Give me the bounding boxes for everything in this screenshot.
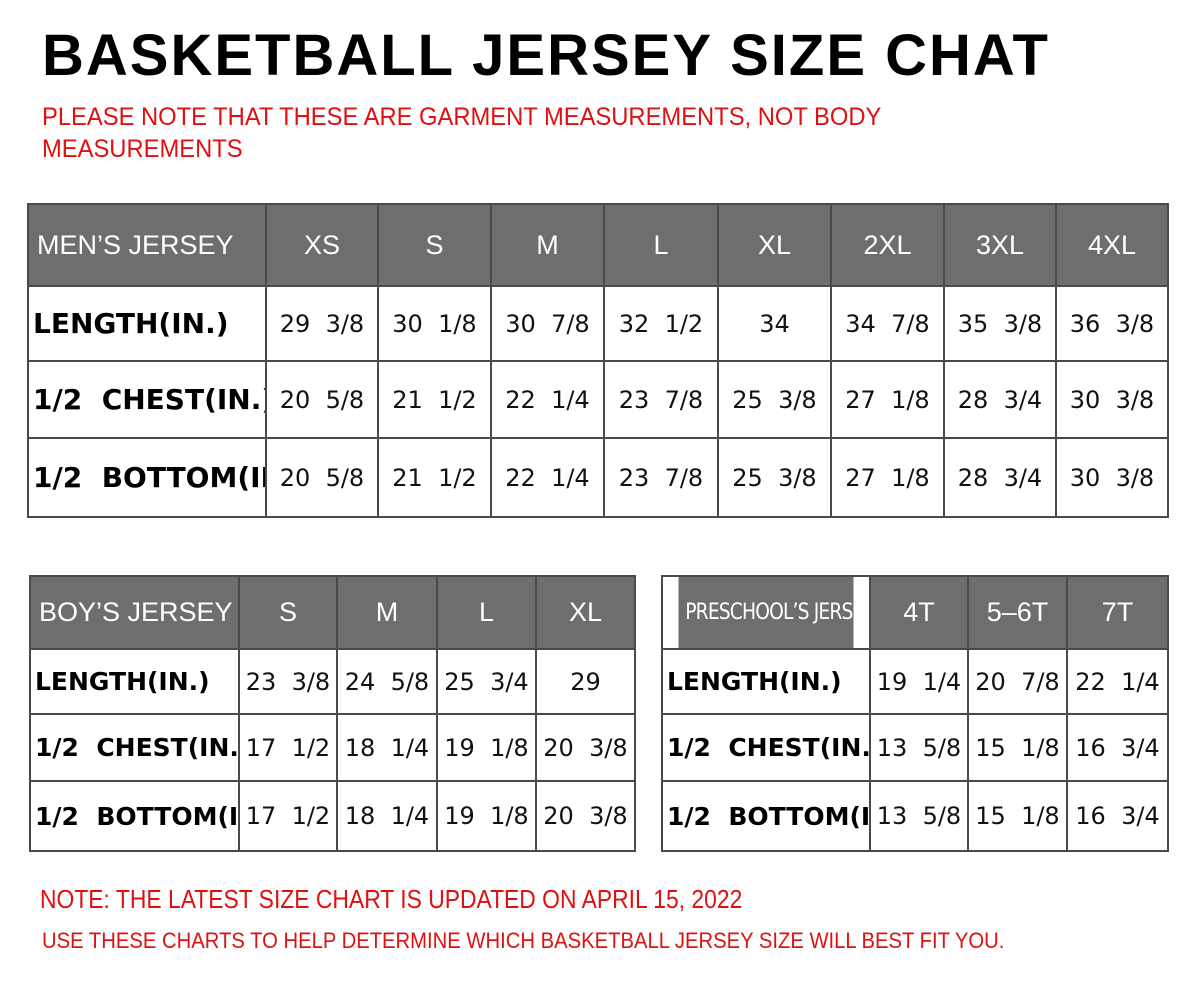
page-title: BASKETBALL JERSEY SIZE CHAT bbox=[42, 23, 1050, 88]
measurement-value: 24 5/8 bbox=[336, 648, 438, 715]
table-row: LENGTH(IN.) 29 3/8 30 1/8 30 7/8 32 1/2 34 34 … bbox=[27, 285, 1169, 362]
measurement-value: 27 1/8 bbox=[830, 360, 945, 439]
measurement-value: 18 1/4 bbox=[336, 713, 438, 782]
measurement-label: LENGTH(IN.) bbox=[27, 285, 267, 362]
measurement-value: 21 1/2 bbox=[377, 360, 492, 439]
measurement-label: 1/2 CHEST(IN.) bbox=[661, 713, 871, 782]
table-row: 1/2 CHEST(IN.) 17 1/2 18 1/4 19 1/8 20 3/8 bbox=[29, 713, 636, 782]
garment-note-line-1: PLEASE NOTE THAT THESE ARE GARMENT MEASU… bbox=[42, 103, 882, 131]
size-header: XS bbox=[265, 203, 379, 287]
size-header: 2XL bbox=[830, 203, 945, 287]
measurement-value: 32 1/2 bbox=[603, 285, 719, 362]
measurement-value: 25 3/8 bbox=[717, 437, 832, 518]
size-header: L bbox=[436, 575, 537, 650]
fit-note: USE THESE CHARTS TO HELP DETERMINE WHICH… bbox=[42, 928, 1005, 953]
measurement-value: 13 5/8 bbox=[869, 713, 969, 782]
table-title: PRESCHOOL’S JERSEY bbox=[676, 575, 856, 650]
measurement-value: 15 1/8 bbox=[967, 780, 1068, 852]
measurement-value: 25 3/8 bbox=[717, 360, 832, 439]
measurement-label: 1/2 BOTTOM(IN.) bbox=[27, 437, 267, 518]
measurement-value: 20 5/8 bbox=[265, 360, 379, 439]
size-header: 4T bbox=[869, 575, 969, 650]
measurement-value: 29 3/8 bbox=[265, 285, 379, 362]
size-header: L bbox=[603, 203, 719, 287]
measurement-value: 20 7/8 bbox=[967, 648, 1068, 715]
measurement-value: 16 3/4 bbox=[1066, 780, 1169, 852]
measurement-value: 30 3/8 bbox=[1055, 360, 1169, 439]
measurement-value: 22 1/4 bbox=[490, 360, 605, 439]
measurement-label: 1/2 BOTTOM(IN.) bbox=[29, 780, 240, 852]
update-note: NOTE: THE LATEST SIZE CHART IS UPDATED O… bbox=[40, 884, 743, 914]
table-row: 1/2 BOTTOM(IN.)13 5/815 1/816 3/4 bbox=[661, 780, 1169, 852]
size-header: 3XL bbox=[943, 203, 1057, 287]
measurement-value: 36 3/8 bbox=[1055, 285, 1169, 362]
measurement-value: 28 3/4 bbox=[943, 360, 1057, 439]
measurement-value: 17 1/2 bbox=[238, 713, 338, 782]
table-title: BOY’S JERSEY bbox=[29, 575, 240, 650]
mens-jersey-table: MEN’S JERSEY XS S M L XL 2XL 3XL 4XL LENGTH(IN.) 2… bbox=[27, 203, 1169, 518]
measurement-value: 21 1/2 bbox=[377, 437, 492, 518]
garment-note-line-2: MEASUREMENTS bbox=[42, 135, 243, 163]
measurement-value: 18 1/4 bbox=[336, 780, 438, 852]
measurement-value: 22 1/4 bbox=[490, 437, 605, 518]
measurement-label: 1/2 CHEST(IN.) bbox=[27, 360, 267, 439]
measurement-value: 29 bbox=[535, 648, 636, 715]
table-row: 1/2 BOTTOM(IN.)17 1/218 1/419 1/820 3/8 bbox=[29, 780, 636, 852]
size-header: M bbox=[490, 203, 605, 287]
measurement-value: 16 3/4 bbox=[1066, 713, 1169, 782]
header-row: MEN’S JERSEY XS S M L XL 2XL 3XL 4XL bbox=[27, 203, 1169, 287]
measurement-value: 22 1/4 bbox=[1066, 648, 1169, 715]
size-header: XL bbox=[717, 203, 832, 287]
measurement-label: 1/2 BOTTOM(IN.) bbox=[661, 780, 871, 852]
size-header: 5–6T bbox=[967, 575, 1068, 650]
measurement-value: 34 7/8 bbox=[830, 285, 945, 362]
measurement-value: 30 7/8 bbox=[490, 285, 605, 362]
measurement-value: 20 5/8 bbox=[265, 437, 379, 518]
measurement-value: 19 1/8 bbox=[436, 713, 537, 782]
preschool-jersey-table: PRESCHOOL’S JERSEY4T5–6T7TLENGTH(IN.)19 … bbox=[661, 575, 1169, 852]
size-header: 7T bbox=[1066, 575, 1169, 650]
size-header: S bbox=[238, 575, 338, 650]
size-header: M bbox=[336, 575, 438, 650]
measurement-value: 19 1/8 bbox=[436, 780, 537, 852]
measurement-value: 23 7/8 bbox=[603, 437, 719, 518]
measurement-value: 28 3/4 bbox=[943, 437, 1057, 518]
table-row: LENGTH(IN.) 19 1/4 20 7/8 22 1/4 bbox=[661, 648, 1169, 715]
measurement-value: 17 1/2 bbox=[238, 780, 338, 852]
measurement-value: 13 5/8 bbox=[869, 780, 969, 852]
measurement-value: 34 bbox=[717, 285, 832, 362]
table-row: 1/2 CHEST(IN.) 20 5/8 21 1/2 22 1/4 23 7/8 25… bbox=[27, 360, 1169, 439]
table-title: MEN’S JERSEY bbox=[27, 203, 267, 287]
measurement-value: 30 1/8 bbox=[377, 285, 492, 362]
measurement-value: 15 1/8 bbox=[967, 713, 1068, 782]
measurement-label: 1/2 CHEST(IN.) bbox=[29, 713, 240, 782]
boys-jersey-table: BOY’S JERSEY S M L XL LENGTH(IN.) 23 3/8 24 5/8… bbox=[29, 575, 636, 852]
measurement-label: LENGTH(IN.) bbox=[661, 648, 871, 715]
size-header: XL bbox=[535, 575, 636, 650]
measurement-value: 35 3/8 bbox=[943, 285, 1057, 362]
measurement-value: 19 1/4 bbox=[869, 648, 969, 715]
measurement-value: 25 3/4 bbox=[436, 648, 537, 715]
header-row: BOY’S JERSEY S M L XL bbox=[29, 575, 636, 650]
measurement-value: 27 1/8 bbox=[830, 437, 945, 518]
measurement-value: 23 3/8 bbox=[238, 648, 338, 715]
measurement-value: 30 3/8 bbox=[1055, 437, 1169, 518]
table-row: 1/2 BOTTOM(IN.)20 5/821 1/222 1/423 7/82… bbox=[27, 437, 1169, 518]
measurement-value: 23 7/8 bbox=[603, 360, 719, 439]
table-row: LENGTH(IN.) 23 3/8 24 5/8 25 3/4 29 bbox=[29, 648, 636, 715]
size-header: 4XL bbox=[1055, 203, 1169, 287]
table-row: 1/2 CHEST(IN.) 13 5/8 15 1/8 16 3/4 bbox=[661, 713, 1169, 782]
size-header: S bbox=[377, 203, 492, 287]
measurement-value: 20 3/8 bbox=[535, 713, 636, 782]
measurement-value: 20 3/8 bbox=[535, 780, 636, 852]
measurement-label: LENGTH(IN.) bbox=[29, 648, 240, 715]
